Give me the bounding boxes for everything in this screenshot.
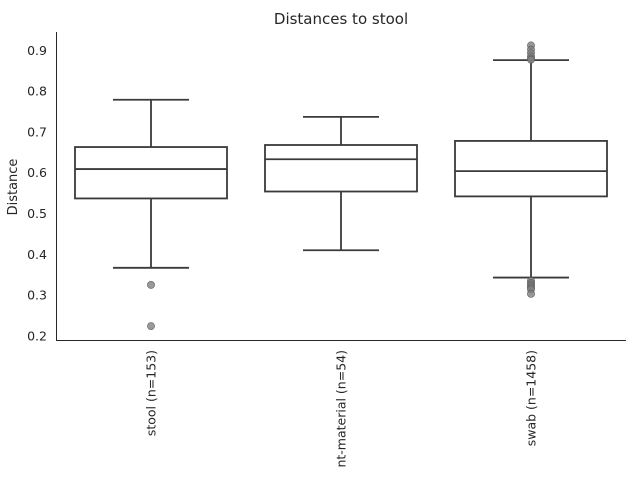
outlier-point: [527, 55, 535, 64]
y-tick-label: 0.4: [27, 247, 47, 262]
box-group: [454, 41, 608, 298]
x-tick-label: nt-material (n=54): [334, 350, 349, 468]
box-group: [74, 98, 228, 331]
y-tick-label: 0.7: [27, 124, 47, 139]
y-tick-label: 0.5: [27, 206, 47, 221]
chart-title: Distances to stool: [274, 10, 408, 28]
outlier-point: [147, 322, 155, 331]
x-tick-label: swab (n=1458): [524, 350, 539, 446]
outlier-point: [527, 290, 535, 298]
iqr-box: [264, 144, 418, 193]
y-axis-label: Distance: [6, 159, 21, 216]
x-ticks: stool (n=153) nt-material (n=54) swab (n=1…: [144, 350, 539, 468]
iqr-box: [74, 146, 228, 200]
outlier-point: [147, 281, 155, 289]
x-tick-label: stool (n=153): [144, 350, 159, 436]
y-tick-label: 0.2: [27, 328, 47, 343]
iqr-box: [454, 140, 608, 198]
box-group: [264, 115, 418, 252]
boxes-layer: [74, 41, 608, 331]
y-tick-label: 0.6: [27, 165, 47, 180]
y-tick-label: 0.8: [27, 84, 47, 99]
y-tick-label: 0.3: [27, 288, 47, 303]
y-tick-label: 0.9: [27, 43, 47, 58]
y-ticks: 0.2 0.3 0.4 0.5 0.6 0.7 0.8 0.9: [27, 43, 47, 344]
